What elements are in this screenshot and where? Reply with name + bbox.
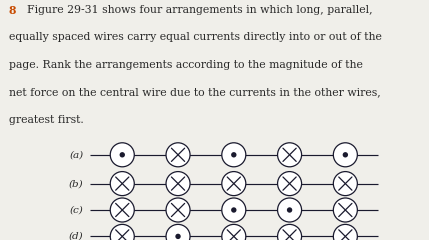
Text: equally spaced wires carry equal currents directly into or out of the: equally spaced wires carry equal current…: [9, 32, 381, 42]
Ellipse shape: [110, 198, 134, 222]
Ellipse shape: [166, 224, 190, 240]
Ellipse shape: [166, 172, 190, 196]
Ellipse shape: [120, 152, 125, 157]
Text: Figure 29-31 shows four arrangements in which long, parallel,: Figure 29-31 shows four arrangements in …: [27, 5, 372, 15]
Ellipse shape: [333, 172, 357, 196]
Ellipse shape: [166, 198, 190, 222]
Ellipse shape: [278, 224, 302, 240]
Ellipse shape: [343, 152, 348, 157]
Ellipse shape: [175, 234, 181, 239]
Text: 8: 8: [9, 5, 20, 16]
Ellipse shape: [222, 143, 246, 167]
Text: (b): (b): [69, 179, 84, 188]
Ellipse shape: [166, 143, 190, 167]
Ellipse shape: [231, 207, 236, 213]
Ellipse shape: [278, 143, 302, 167]
Ellipse shape: [278, 172, 302, 196]
Ellipse shape: [231, 152, 236, 157]
Ellipse shape: [333, 224, 357, 240]
Ellipse shape: [222, 198, 246, 222]
Text: greatest first.: greatest first.: [9, 115, 83, 125]
Ellipse shape: [333, 198, 357, 222]
Ellipse shape: [110, 224, 134, 240]
Ellipse shape: [333, 143, 357, 167]
Ellipse shape: [222, 172, 246, 196]
Text: net force on the central wire due to the currents in the other wires,: net force on the central wire due to the…: [9, 88, 381, 98]
Text: (d): (d): [69, 232, 84, 240]
Ellipse shape: [222, 224, 246, 240]
Ellipse shape: [110, 143, 134, 167]
Ellipse shape: [287, 207, 292, 213]
Text: (c): (c): [70, 205, 84, 215]
Ellipse shape: [278, 198, 302, 222]
Text: page. Rank the arrangements according to the magnitude of the: page. Rank the arrangements according to…: [9, 60, 363, 70]
Ellipse shape: [110, 172, 134, 196]
Text: (a): (a): [69, 150, 84, 159]
